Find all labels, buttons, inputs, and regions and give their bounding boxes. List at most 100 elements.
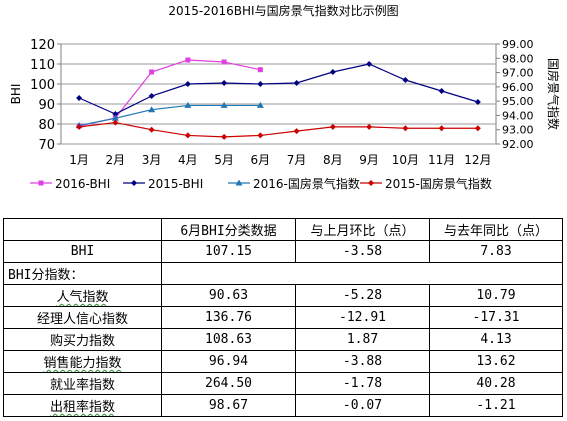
y-right-tick-label: 92.00	[502, 138, 534, 151]
table-cell-value: 264.50	[161, 372, 296, 395]
legend-item: 2015-国房景气指数	[360, 176, 492, 191]
table-cell-name: 就业率指数	[3, 372, 162, 395]
table-cell-value: -1.78	[295, 372, 430, 395]
table-cell-value: 13.62	[429, 350, 563, 373]
legend-label: 2015-BHI	[148, 177, 203, 191]
data-point-diamond	[76, 95, 83, 101]
table-row: 销售能力指数 96.94 -3.88 13.62	[3, 350, 563, 373]
x-tick-label: 2月	[106, 153, 126, 167]
table-section-label: BHI分指数：	[3, 262, 162, 285]
table-cell-name: 人气指数	[3, 284, 162, 307]
data-point-diamond	[474, 99, 481, 105]
table-row: BHI分指数：	[3, 262, 563, 285]
table-header-cell: 6月BHI分类数据	[161, 218, 296, 241]
y-right-tick-label: 98.00	[502, 52, 534, 65]
data-point-triangle	[184, 101, 192, 108]
y-left-tick-label: 70	[38, 138, 55, 153]
data-point-triangle	[235, 179, 243, 186]
data-point-triangle	[148, 106, 156, 113]
data-point-diamond	[148, 93, 155, 99]
table-cell-value: -1.21	[429, 394, 563, 417]
x-tick-label: 9月	[359, 153, 379, 167]
table-cell-name: 购买力指数	[3, 328, 162, 351]
plot-area	[60, 43, 497, 145]
table-cell-value: 136.76	[161, 306, 296, 329]
y-right-tick-label: 93.00	[502, 124, 534, 137]
y-left-tick-label: 80	[38, 118, 55, 133]
table-blank-cell	[161, 262, 563, 285]
table-row: 经理人信心指数 136.76 -12.91 -17.31	[3, 306, 563, 329]
y-right-tick-label: 96.00	[502, 81, 534, 94]
data-point-diamond	[184, 81, 191, 87]
data-point-diamond	[293, 128, 300, 135]
data-point-diamond	[148, 126, 155, 133]
x-tick-label: 10月	[392, 153, 419, 167]
table-cell-value: -5.28	[295, 284, 430, 307]
index-name: 购买力指数	[49, 334, 115, 349]
data-point-square	[185, 57, 191, 63]
data-point-diamond	[112, 119, 119, 126]
table-header-row: 6月BHI分类数据 与上月环比（点） 与去年同比（点）	[3, 218, 563, 241]
x-tick-label: 5月	[214, 153, 234, 167]
y-right-tick-label: 95.00	[502, 95, 534, 108]
table-cell-value: 10.79	[429, 284, 563, 307]
table-row: 购买力指数 108.63 1.87 4.13	[3, 328, 563, 351]
data-point-diamond	[366, 61, 373, 67]
x-tick-label: 6月	[251, 153, 271, 167]
x-tick-label: 3月	[142, 153, 162, 167]
x-tick-label: 11月	[428, 153, 455, 167]
table-cell-name: 销售能力指数	[3, 350, 162, 373]
legend-item: 2015-BHI	[123, 177, 203, 191]
data-point-diamond	[368, 180, 374, 186]
table-cell-value: 107.15	[161, 240, 296, 263]
table-cell-name: 出租率指数	[3, 394, 162, 417]
x-tick-label: 1月	[69, 153, 89, 167]
index-name: 就业率指数	[49, 378, 115, 393]
table-cell-value: 7.83	[429, 240, 563, 263]
y-left-tick-label: 100	[30, 78, 55, 93]
table-cell-value: 4.13	[429, 328, 563, 351]
index-name: 销售能力指数	[43, 356, 122, 371]
data-point-diamond	[112, 111, 119, 117]
data-point-diamond	[438, 125, 445, 132]
data-point-diamond	[402, 77, 409, 83]
data-point-diamond	[474, 125, 481, 132]
data-point-square	[221, 59, 227, 65]
data-point-diamond	[293, 80, 300, 86]
data-point-diamond	[438, 88, 445, 94]
y-left-axis-label: BHI	[9, 84, 23, 105]
bhi-data-table: 6月BHI分类数据 与上月环比（点） 与去年同比（点） BHI 107.15 -3.…	[3, 218, 563, 417]
y-right-tick-label: 97.00	[502, 67, 534, 80]
legend-label: 2015-国房景气指数	[385, 176, 492, 191]
table-cell-value: 108.63	[161, 328, 296, 351]
legend-label: 2016-BHI	[55, 177, 110, 191]
chart-title: 2015-2016BHI与国房景气指数对比示例图	[168, 4, 399, 18]
data-point-square	[38, 180, 44, 186]
table-row: 就业率指数 264.50 -1.78 40.28	[3, 372, 563, 395]
y-left-tick-label: 90	[38, 98, 55, 113]
y-right-tick-label: 94.00	[502, 109, 534, 122]
legend-item: 2016-BHI	[30, 177, 110, 191]
y-left-tick-label: 110	[30, 58, 55, 73]
x-tick-label: 12月	[464, 153, 491, 167]
table-cell-value: 40.28	[429, 372, 563, 395]
table-cell-value: -0.07	[295, 394, 430, 417]
series-2015-国房景气指数	[76, 119, 481, 140]
y-right-tick-label: 99.00	[502, 38, 534, 51]
table-header-cell: 与上月环比（点）	[295, 218, 430, 241]
table-row: 人气指数 90.63 -5.28 10.79	[3, 284, 563, 307]
x-tick-label: 4月	[178, 153, 198, 167]
x-tick-label: 7月	[287, 153, 307, 167]
data-point-diamond	[257, 132, 264, 139]
data-point-diamond	[257, 81, 264, 87]
table-cell-name: BHI	[3, 240, 162, 263]
index-name: 出租率指数	[49, 400, 115, 415]
table-cell-value: -3.58	[295, 240, 430, 263]
table-header-cell: 与去年同比（点）	[429, 218, 563, 241]
data-point-diamond	[329, 123, 336, 130]
table-cell-name: 经理人信心指数	[3, 306, 162, 329]
series-line	[79, 104, 261, 127]
table-row: 出租率指数 98.67 -0.07 -1.21	[3, 394, 563, 417]
x-tick-label: 8月	[323, 153, 343, 167]
